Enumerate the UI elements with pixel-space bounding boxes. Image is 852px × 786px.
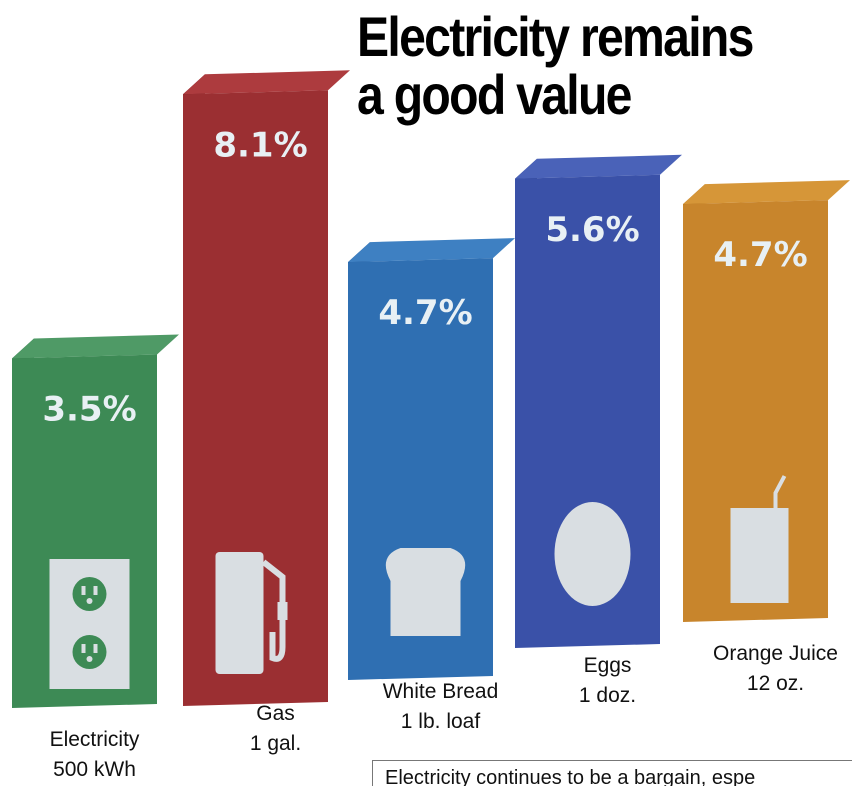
category-labels-layer: Electricity 500 kWh Gas 1 gal. White Bread 1 …	[50, 642, 838, 781]
bar-front-face	[683, 200, 828, 622]
outlet-slot-left	[81, 644, 86, 653]
chart-title-line-2: a good value	[357, 63, 632, 126]
category-label-2: Gas 1 gal.	[250, 702, 301, 755]
category-label-line: 1 gal.	[250, 732, 301, 755]
chart-title: Electricity remains a good value	[357, 8, 783, 124]
pump-nozzle	[277, 602, 288, 620]
egg-icon	[554, 502, 631, 606]
category-label-4: Eggs 1 doz.	[579, 654, 636, 707]
outlet-slot-left	[81, 586, 86, 595]
category-label-line: White Bread	[383, 680, 499, 703]
juice-box-icon	[730, 475, 789, 603]
category-label-line: Gas	[256, 702, 295, 725]
outlet-socket-1	[72, 577, 107, 611]
category-label-1: Electricity 500 kWh	[50, 728, 140, 781]
bread-slice	[385, 548, 466, 636]
pump-hose	[261, 559, 286, 662]
chart-title-line-1: Electricity remains	[357, 5, 754, 68]
value-label-5: 4.7%	[713, 235, 807, 275]
bar-top-face	[183, 70, 350, 95]
bar-4: 5.6%	[515, 154, 682, 649]
gas-pump-icon	[215, 552, 288, 674]
bar-1: 3.5%	[12, 334, 179, 708]
value-label-2: 8.1%	[213, 125, 307, 165]
bar-2: 8.1%	[183, 70, 350, 707]
category-label-line: 12 oz.	[747, 672, 804, 695]
value-label-1: 3.5%	[42, 390, 136, 430]
category-label-line: Electricity	[50, 728, 140, 751]
category-label-line: Orange Juice	[713, 642, 838, 665]
egg-shape	[554, 502, 631, 606]
bars-layer: 3.5% 8.1% 4.7% 5.6% 4.7%	[12, 70, 850, 708]
category-label-line: 1 doz.	[579, 684, 636, 707]
value-label-3: 4.7%	[378, 293, 472, 333]
value-label-4: 5.6%	[545, 210, 639, 250]
category-label-5: Orange Juice 12 oz.	[713, 642, 838, 695]
outlet-ground	[86, 598, 93, 604]
bar-3: 4.7%	[348, 238, 515, 680]
juice-box-body	[730, 508, 789, 603]
bread-icon	[385, 548, 466, 636]
category-label-line: 500 kWh	[53, 758, 136, 781]
pump-body	[215, 552, 264, 674]
outlet-slot-right	[93, 644, 98, 653]
bar-top-face	[12, 334, 179, 359]
bar-top-face	[348, 238, 515, 263]
category-label-line: Eggs	[584, 654, 632, 677]
outlet-icon	[49, 559, 130, 689]
caption-text: Electricity continues to be a bargain, e…	[372, 760, 852, 786]
juice-straw	[773, 475, 787, 508]
category-label-3: White Bread 1 lb. loaf	[383, 680, 499, 733]
outlet-socket-2	[72, 635, 107, 669]
outlet-slot-right	[93, 586, 98, 595]
category-label-line: 1 lb. loaf	[401, 710, 481, 733]
bar-top-face	[683, 180, 850, 205]
bar-top-face	[515, 154, 682, 179]
bar-5: 4.7%	[683, 180, 850, 622]
outlet-ground	[86, 656, 93, 662]
